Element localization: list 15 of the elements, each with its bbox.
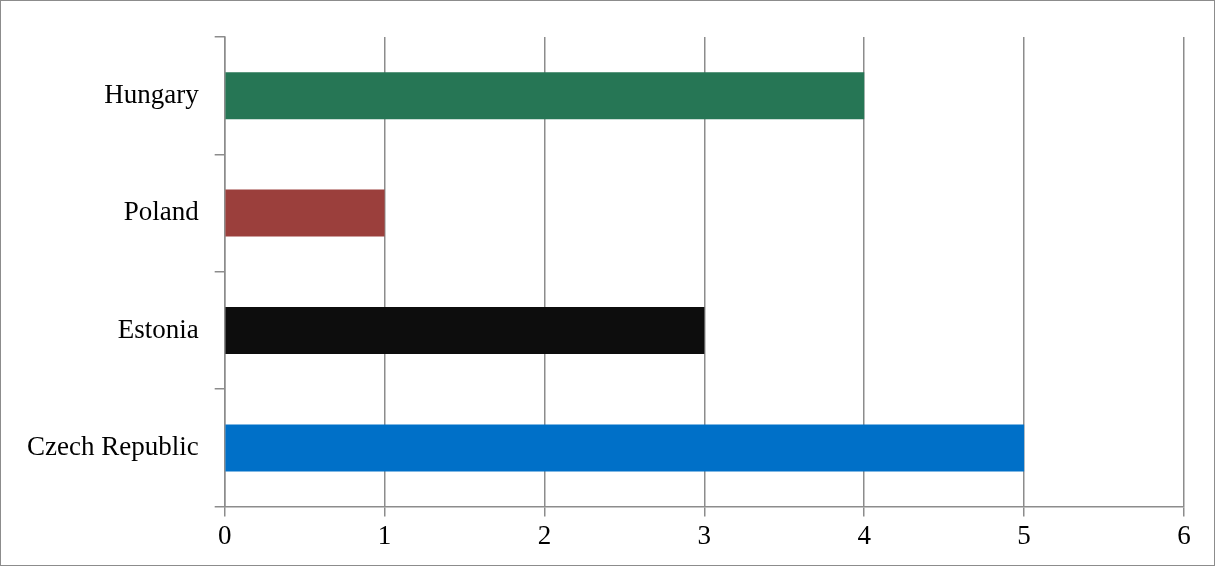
x-tick-label: 5	[1017, 519, 1031, 550]
x-tick-label: 4	[857, 519, 872, 550]
x-tick-label: 1	[377, 519, 392, 550]
y-tick-label: Estonia	[117, 313, 199, 344]
x-tick-label: 2	[537, 519, 552, 550]
bar	[225, 189, 385, 237]
y-tick-label: Hungary	[104, 78, 200, 109]
y-tick-label: Poland	[123, 196, 200, 227]
bar	[225, 307, 705, 354]
bar	[225, 72, 865, 120]
x-tick-label: 6	[1177, 519, 1191, 550]
bar	[225, 424, 1025, 472]
x-tick-label: 0	[217, 519, 232, 550]
x-tick-label: 3	[697, 519, 712, 550]
y-tick-label: Czech Republic	[26, 430, 199, 461]
